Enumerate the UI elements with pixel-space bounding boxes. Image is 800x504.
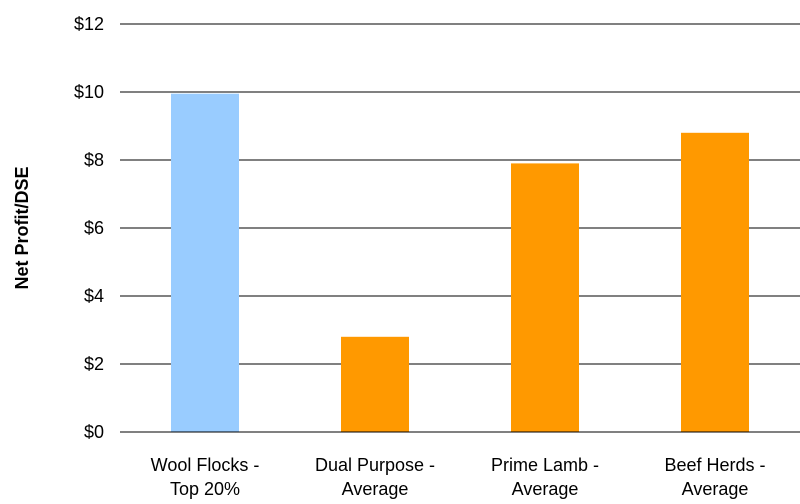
bar (681, 132, 749, 433)
y-tick-label: $0 (84, 422, 104, 442)
bar (171, 93, 239, 432)
y-tick-label: $4 (84, 286, 104, 306)
bar (341, 336, 409, 432)
x-category-label: Prime Lamb -Average (491, 455, 599, 499)
x-axis-category-labels: Wool Flocks -Top 20% Dual Purpose -Averag… (151, 455, 766, 499)
y-axis-title: Net Profit/DSE (12, 166, 32, 289)
x-category-label: Beef Herds -Average (664, 455, 765, 499)
x-category-label: Dual Purpose -Average (315, 455, 435, 499)
bar (511, 163, 579, 432)
y-tick-label: $8 (84, 150, 104, 170)
y-axis-tick-labels: $0 $2 $4 $6 $8 $10 $12 (74, 14, 104, 442)
y-tick-label: $12 (74, 14, 104, 34)
y-tick-label: $6 (84, 218, 104, 238)
x-category-label: Wool Flocks -Top 20% (151, 455, 260, 499)
bars (171, 93, 749, 433)
y-tick-label: $10 (74, 82, 104, 102)
y-tick-label: $2 (84, 354, 104, 374)
